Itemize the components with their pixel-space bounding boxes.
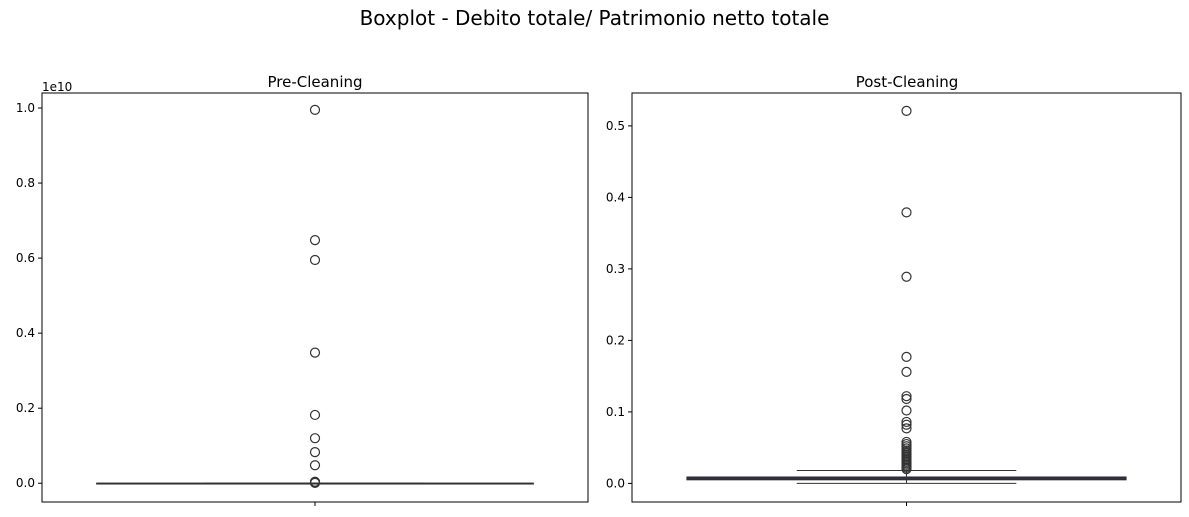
panel-title-pre-cleaning: Pre-Cleaning bbox=[267, 73, 362, 91]
panel-post-cleaning: Post-Cleaning 0.0 0.1 0.2 0.3 0.4 0.5 bbox=[606, 73, 1182, 506]
outlier-point bbox=[901, 271, 912, 282]
y-tick-label: 0.3 bbox=[606, 262, 625, 276]
outlier-point bbox=[309, 347, 321, 358]
y-tick-label: 0.0 bbox=[606, 476, 625, 490]
outlier-point bbox=[309, 104, 321, 115]
outlier-point bbox=[901, 366, 912, 377]
outlier-point bbox=[901, 105, 912, 116]
outlier-point bbox=[309, 409, 321, 421]
outlier-point bbox=[901, 391, 912, 402]
axes-frame bbox=[631, 92, 1182, 503]
outlier-point bbox=[901, 419, 912, 430]
y-tick-label: 0.2 bbox=[16, 401, 35, 415]
y-tick-label: 0.6 bbox=[16, 251, 35, 265]
figure-title: Boxplot - Debito totale/ Patrimonio nett… bbox=[359, 6, 830, 30]
outlier-point bbox=[901, 423, 912, 434]
y-tick-label: 0.8 bbox=[16, 176, 35, 190]
outlier-point bbox=[901, 351, 912, 362]
outlier-point bbox=[309, 477, 321, 488]
outlier-point bbox=[901, 416, 912, 428]
outlier-point bbox=[309, 234, 321, 246]
outlier-point bbox=[309, 446, 321, 458]
y-tick-label: 0.0 bbox=[16, 476, 35, 490]
outlier-point bbox=[901, 393, 912, 405]
y-tick-label: 0.4 bbox=[606, 190, 625, 204]
plot-area-pre-cleaning: 0.0 0.2 0.4 0.6 0.8 1.0 bbox=[16, 92, 589, 506]
outlier-point bbox=[309, 433, 321, 444]
y-tick-label: 1.0 bbox=[16, 101, 35, 115]
panel-title-post-cleaning: Post-Cleaning bbox=[856, 73, 959, 91]
y-offset-label-pre-cleaning: 1e10 bbox=[42, 80, 72, 94]
y-tick-label: 0.1 bbox=[606, 405, 625, 419]
y-tick-label: 0.2 bbox=[606, 333, 625, 347]
y-tick-label: 0.4 bbox=[16, 326, 35, 340]
plot-area-post-cleaning: 0.0 0.1 0.2 0.3 0.4 0.5 bbox=[606, 92, 1182, 506]
outlier-point bbox=[309, 254, 321, 266]
axes-frame bbox=[41, 92, 589, 503]
outlier-point bbox=[901, 405, 912, 416]
y-tick-label: 0.5 bbox=[606, 119, 625, 133]
outlier-point bbox=[901, 207, 912, 218]
panel-pre-cleaning: Pre-Cleaning 1e10 0.0 0.2 0.4 0.6 0.8 1.0 bbox=[16, 73, 589, 506]
outlier-point bbox=[309, 460, 321, 471]
outlier-point bbox=[901, 464, 912, 475]
